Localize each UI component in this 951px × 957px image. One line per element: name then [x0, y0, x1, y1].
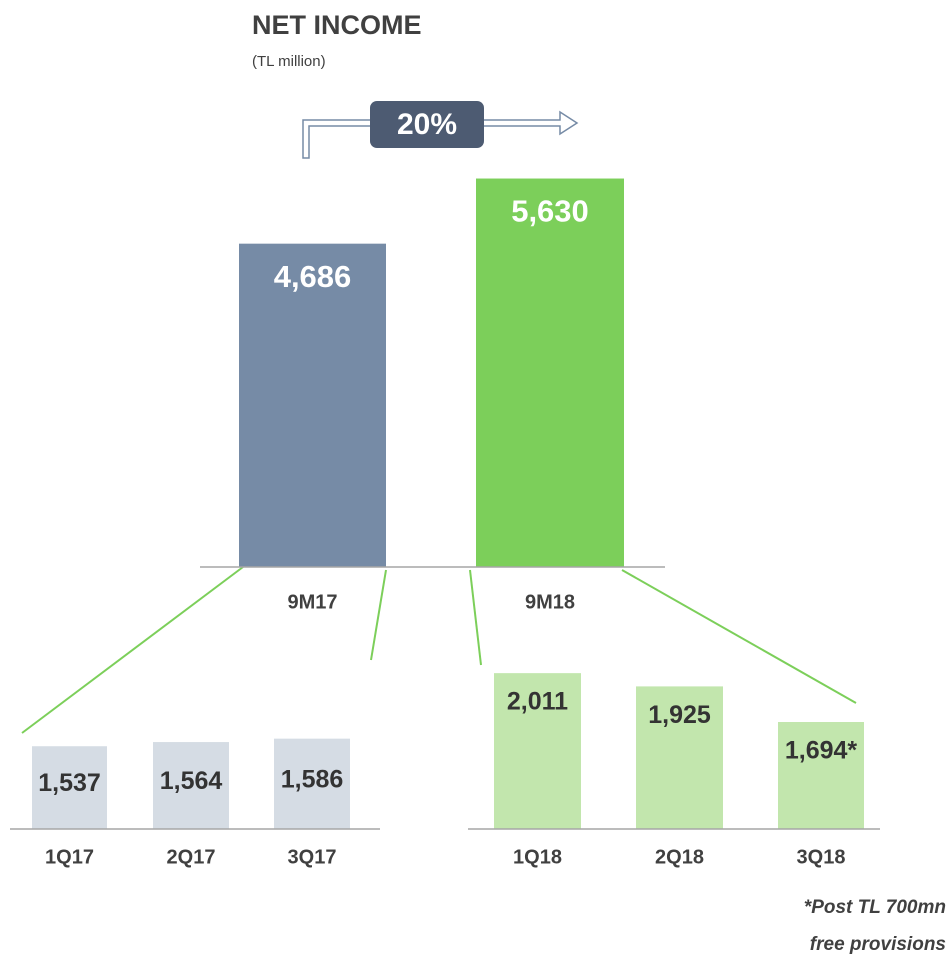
bar: [778, 722, 864, 829]
value-label: 1,925: [648, 701, 711, 729]
x-tick-label: 2Q18: [655, 846, 704, 868]
value-label: 5,630: [511, 194, 589, 229]
x-tick-label: 9M17: [287, 591, 337, 613]
value-label: 4,686: [274, 259, 352, 294]
growth-label: 20%: [397, 108, 457, 141]
value-label: 1,564: [160, 767, 223, 795]
footnote: *Post TL 700mn: [804, 897, 946, 918]
x-tick-label: 2Q17: [167, 846, 216, 868]
x-tick-label: 9M18: [525, 591, 575, 613]
growth-badge: [370, 101, 484, 148]
value-label: 2,011: [507, 688, 568, 716]
value-label: 1,694*: [785, 737, 858, 765]
value-label: 1,586: [281, 765, 344, 793]
growth-arrow: [302, 101, 579, 159]
bar: [274, 738, 350, 829]
bar: [494, 673, 581, 829]
x-tick-label: 1Q18: [513, 846, 562, 868]
x-tick-label: 3Q17: [288, 846, 337, 868]
footnote: free provisions: [810, 934, 946, 955]
bar: [32, 746, 107, 829]
x-tick-label: 3Q18: [797, 846, 846, 868]
bar: [239, 243, 386, 567]
chart-subtitle: (TL million): [252, 53, 326, 70]
bar: [636, 686, 723, 829]
connectors: [21, 566, 857, 734]
x-tick-label: 1Q17: [45, 846, 94, 868]
value-label: 1,537: [38, 769, 101, 797]
bar: [476, 178, 624, 567]
chart-title: NET INCOME: [252, 10, 422, 40]
bar: [153, 742, 229, 829]
